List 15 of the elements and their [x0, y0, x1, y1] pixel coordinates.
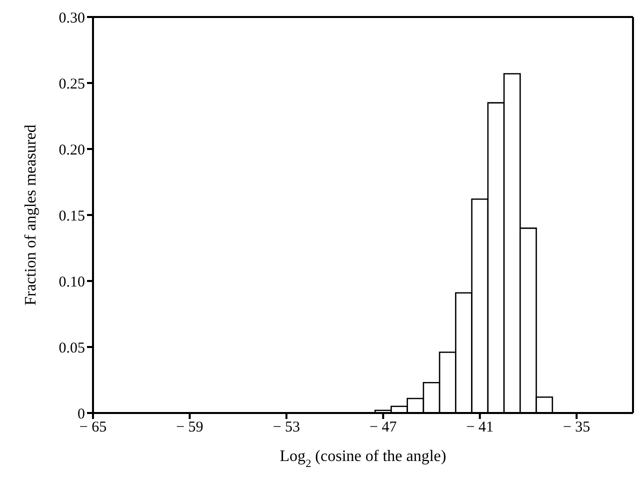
y-axis-title: Fraction of angles measured — [22, 124, 40, 306]
y-tick-label: 0.25 — [58, 76, 85, 92]
y-tick-label: 0 — [78, 406, 85, 422]
x-tick-label: − 53 — [272, 420, 300, 436]
y-tick-label: 0.10 — [58, 274, 85, 290]
x-tick-label: − 41 — [466, 420, 494, 436]
y-tick-label: 0.30 — [58, 10, 85, 26]
x-tick-label: − 65 — [79, 420, 107, 436]
y-tick-label: 0.15 — [58, 208, 85, 224]
x-tick-label: − 47 — [370, 420, 398, 436]
x-tick-label: − 35 — [562, 420, 590, 436]
x-axis-title: Log$_{2}$ (cosine of the angle) — [280, 448, 446, 470]
y-tick-label: 0.20 — [58, 142, 85, 158]
y-tick-label: 0.05 — [58, 340, 85, 356]
x-tick-label: − 59 — [176, 420, 204, 436]
